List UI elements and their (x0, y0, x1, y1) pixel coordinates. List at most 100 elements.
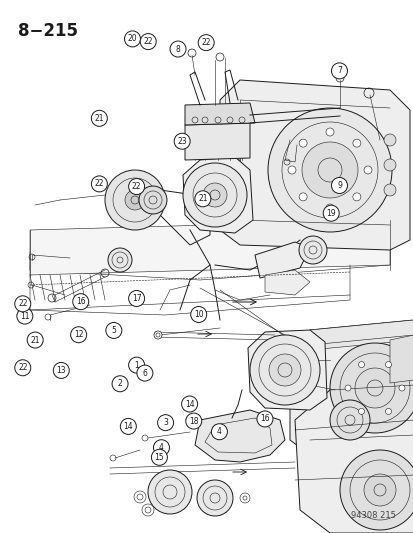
Circle shape (298, 236, 326, 264)
Polygon shape (195, 410, 284, 462)
Circle shape (91, 110, 107, 126)
Text: 22: 22 (18, 300, 27, 308)
Circle shape (157, 415, 173, 431)
Circle shape (128, 179, 144, 195)
Polygon shape (30, 220, 389, 275)
Circle shape (112, 376, 128, 392)
Circle shape (358, 361, 363, 368)
Circle shape (383, 184, 395, 196)
Circle shape (15, 296, 31, 312)
Text: 12: 12 (74, 330, 83, 339)
Circle shape (181, 396, 197, 412)
Text: 17: 17 (131, 294, 141, 303)
Text: 10: 10 (193, 310, 203, 319)
Polygon shape (247, 330, 326, 410)
Circle shape (198, 35, 214, 51)
Text: 13: 13 (56, 366, 66, 375)
Polygon shape (219, 80, 409, 250)
Polygon shape (254, 242, 309, 278)
Circle shape (185, 413, 201, 429)
Circle shape (329, 343, 413, 433)
Circle shape (398, 385, 404, 391)
Text: 15: 15 (154, 453, 164, 462)
Text: 5: 5 (111, 326, 116, 335)
Circle shape (128, 357, 144, 373)
Circle shape (249, 335, 319, 405)
Text: 21: 21 (31, 336, 40, 344)
Text: 3: 3 (163, 418, 168, 427)
Text: 4: 4 (216, 427, 221, 436)
Circle shape (299, 139, 306, 147)
Text: 2: 2 (117, 379, 122, 388)
Circle shape (170, 41, 185, 57)
Text: 16: 16 (259, 415, 269, 423)
Circle shape (301, 142, 357, 198)
Polygon shape (185, 103, 254, 125)
Circle shape (142, 504, 154, 516)
Circle shape (323, 205, 338, 221)
Circle shape (344, 385, 350, 391)
Circle shape (105, 170, 165, 230)
Text: 1: 1 (134, 361, 139, 369)
Circle shape (151, 449, 167, 465)
Circle shape (202, 183, 226, 207)
Circle shape (134, 491, 146, 503)
Text: 19: 19 (325, 209, 335, 217)
Circle shape (363, 166, 371, 174)
Circle shape (17, 308, 33, 324)
Text: 11: 11 (20, 312, 29, 320)
Circle shape (211, 424, 227, 440)
Circle shape (339, 450, 413, 530)
Text: 22: 22 (132, 182, 141, 191)
Circle shape (153, 440, 169, 456)
Text: 23: 23 (177, 137, 187, 146)
Circle shape (137, 365, 152, 381)
Circle shape (27, 332, 43, 348)
Circle shape (140, 34, 156, 50)
Circle shape (108, 248, 132, 272)
Text: 94308 215: 94308 215 (350, 511, 395, 520)
Circle shape (358, 408, 363, 414)
Circle shape (183, 163, 247, 227)
Text: 8: 8 (175, 45, 180, 53)
Circle shape (352, 139, 360, 147)
Circle shape (363, 474, 395, 506)
Circle shape (287, 166, 295, 174)
Text: 14: 14 (123, 422, 133, 431)
Text: 18: 18 (189, 417, 198, 425)
Text: 14: 14 (184, 400, 194, 408)
Circle shape (383, 159, 395, 171)
Circle shape (125, 190, 145, 210)
Polygon shape (289, 320, 413, 460)
Text: 22: 22 (95, 180, 104, 188)
Text: 22: 22 (18, 364, 27, 372)
Text: 7: 7 (336, 67, 341, 75)
Text: 21: 21 (95, 114, 104, 123)
Text: 20: 20 (127, 35, 137, 43)
Circle shape (128, 290, 144, 306)
Circle shape (147, 470, 192, 514)
Circle shape (139, 186, 166, 214)
Circle shape (354, 368, 394, 408)
Circle shape (53, 362, 69, 378)
Polygon shape (185, 123, 249, 160)
Polygon shape (389, 335, 413, 383)
Polygon shape (264, 270, 309, 295)
Polygon shape (294, 385, 413, 533)
Circle shape (385, 408, 391, 414)
Circle shape (331, 63, 347, 79)
Text: 6: 6 (142, 369, 147, 377)
Circle shape (120, 418, 136, 434)
Text: 8−215: 8−215 (18, 22, 78, 40)
Text: 22: 22 (201, 38, 210, 47)
Polygon shape (183, 157, 252, 233)
Circle shape (299, 193, 306, 201)
Circle shape (15, 360, 31, 376)
Circle shape (329, 400, 369, 440)
Circle shape (268, 354, 300, 386)
Text: 9: 9 (336, 181, 341, 190)
Text: 4: 4 (159, 443, 164, 452)
Circle shape (190, 306, 206, 322)
Circle shape (385, 361, 391, 368)
Circle shape (71, 327, 86, 343)
